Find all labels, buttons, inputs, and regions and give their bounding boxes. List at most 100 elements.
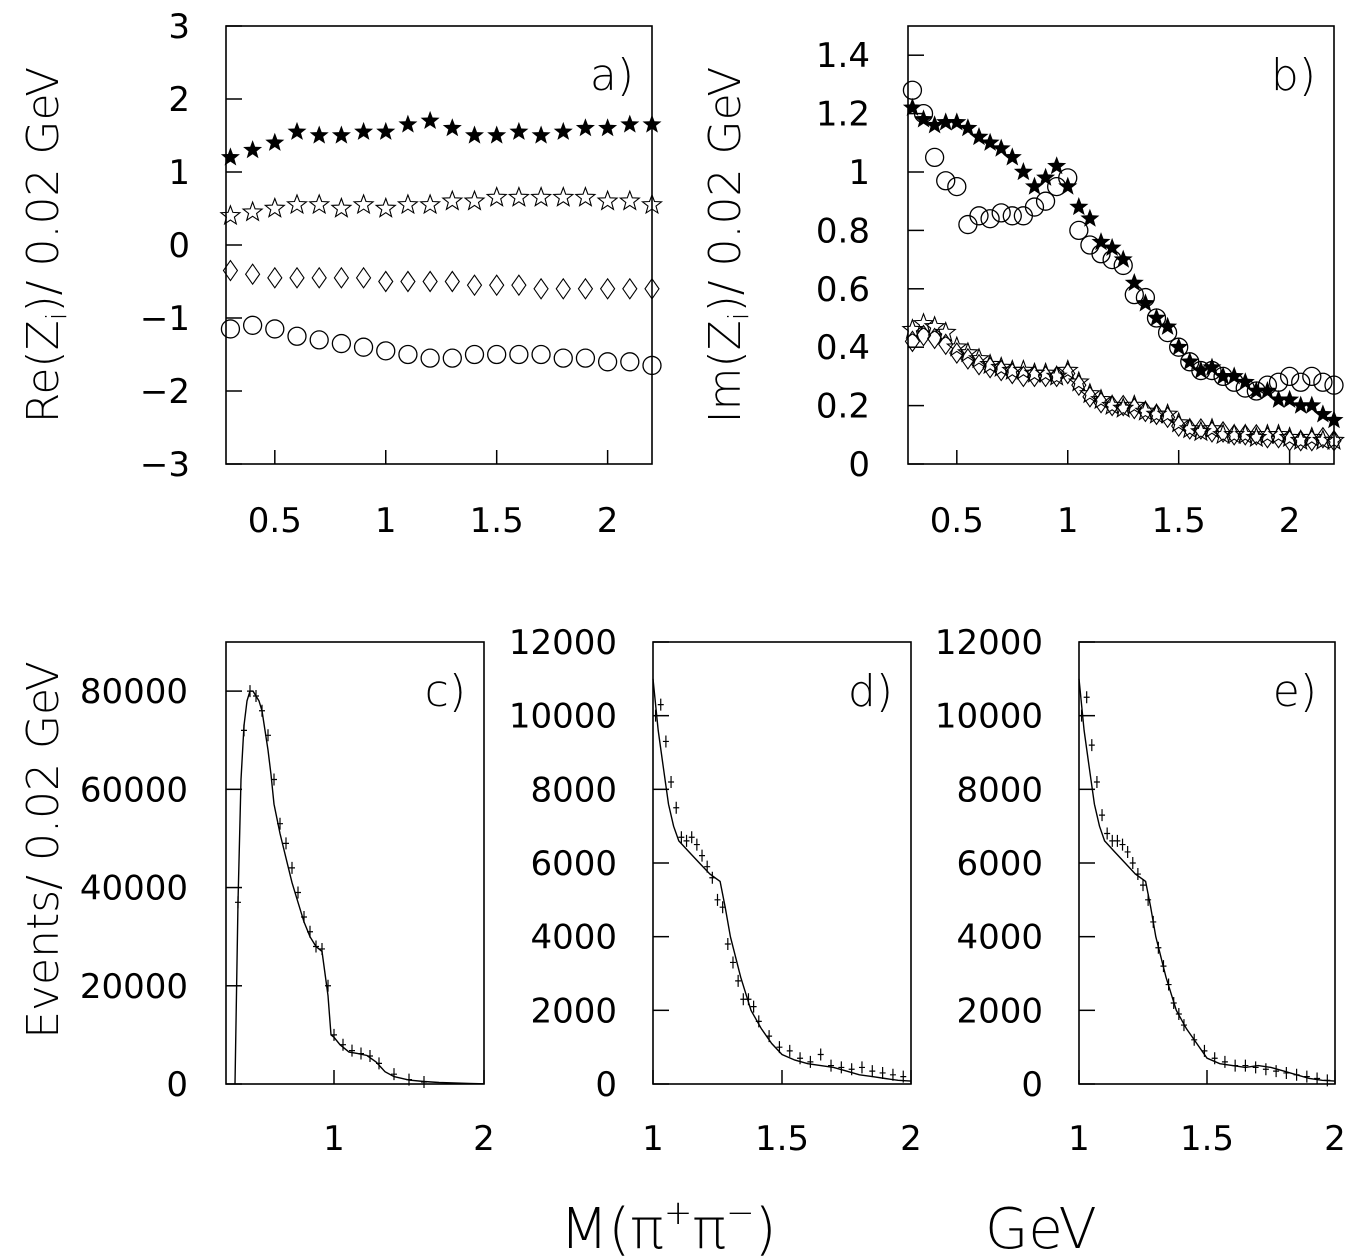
fit-curve (1078, 678, 1336, 1082)
x-tick-label: 1 (375, 501, 397, 541)
data-point (1082, 385, 1098, 408)
data-point (817, 1048, 824, 1061)
panel-tag: e) (1273, 666, 1317, 717)
data-point (1269, 389, 1288, 408)
data-point (1221, 1055, 1228, 1068)
data-point (398, 114, 418, 133)
data-point (301, 911, 307, 924)
data-point (1129, 857, 1136, 869)
data-point (1313, 404, 1333, 423)
data-point (889, 1068, 896, 1081)
data-point (1171, 415, 1187, 437)
data-point (1157, 322, 1178, 343)
data-point (960, 347, 976, 370)
panel-tag: a) (590, 50, 634, 101)
data-point (396, 193, 419, 215)
y-tick-label: 12000 (509, 623, 617, 663)
data-point (1101, 394, 1124, 415)
y-tick-label: 20000 (80, 967, 188, 1007)
y-tick-label: 1 (168, 153, 190, 193)
series-filled-star (220, 110, 662, 166)
data-point (1170, 996, 1177, 1009)
data-point (991, 203, 1011, 223)
data-point (1224, 372, 1244, 392)
data-point (289, 266, 305, 289)
data-point (1078, 709, 1085, 722)
data-point (1246, 381, 1266, 400)
series-filled-star (902, 97, 1344, 429)
data-point (904, 330, 921, 353)
data-point (699, 849, 706, 862)
x-tick-label: 2 (900, 1119, 922, 1159)
y-tick-label: 1 (848, 153, 870, 193)
y-label-events: Events/ 0.02 GeV (18, 661, 69, 1039)
data-point (599, 277, 616, 300)
data-point (1291, 395, 1311, 414)
y-tick-label: 8000 (956, 770, 1043, 810)
data-point (622, 277, 638, 300)
y-tick-label: 6000 (956, 844, 1043, 884)
data-point (1078, 382, 1101, 404)
data-point (289, 861, 295, 874)
data-point (1012, 359, 1035, 380)
data-point (945, 335, 968, 357)
data-point (1114, 834, 1121, 847)
data-point (220, 147, 240, 166)
data-point (555, 277, 571, 300)
x-tick-label: 2 (473, 1119, 495, 1159)
data-point (620, 352, 640, 372)
panel-tag: b) (1271, 50, 1316, 101)
data-point (1257, 381, 1277, 400)
x-tick-label: 2 (1279, 501, 1301, 541)
data-point (400, 270, 416, 293)
data-point (313, 940, 319, 953)
data-point (879, 1066, 886, 1079)
data-point (1113, 249, 1133, 268)
data-point (1202, 357, 1222, 376)
data-point (1167, 411, 1190, 433)
data-point (797, 1052, 804, 1065)
y-tick-label: 12000 (935, 623, 1043, 663)
plot-frame (907, 25, 1335, 465)
data-point (776, 1041, 783, 1054)
data-point (1113, 255, 1133, 276)
y-tick-label: 1.4 (816, 36, 870, 76)
y-tick-label: 0 (848, 445, 870, 485)
data-point (673, 801, 680, 814)
data-point (308, 193, 331, 215)
data-point (319, 942, 325, 955)
data-point (1273, 1065, 1280, 1078)
data-point (1147, 308, 1166, 327)
data-point (533, 277, 549, 300)
data-point (531, 344, 551, 365)
data-point (441, 189, 464, 211)
y-tick-label: 2000 (530, 991, 617, 1031)
data-point (709, 871, 716, 884)
data-point (1080, 235, 1100, 255)
data-point (376, 1057, 382, 1070)
data-point (1182, 418, 1198, 440)
data-point (376, 121, 396, 140)
data-point (1080, 208, 1100, 227)
data-point (1232, 1059, 1239, 1072)
data-point (259, 704, 265, 717)
data-point (1300, 426, 1323, 448)
data-point (735, 974, 742, 987)
data-point (1252, 1061, 1259, 1074)
data-point (1257, 375, 1278, 395)
data-point (1242, 1059, 1249, 1072)
data-point (1013, 162, 1033, 181)
data-point (355, 266, 372, 289)
data-point (969, 206, 989, 226)
data-point (1262, 1063, 1269, 1076)
data-point (1146, 308, 1167, 328)
data-point (786, 1044, 793, 1057)
y-tick-label: 10000 (509, 697, 617, 737)
data-point (982, 356, 998, 379)
data-point (349, 1044, 355, 1057)
data-point (1155, 941, 1162, 954)
x-tick-label: 2 (597, 501, 619, 541)
data-point (1313, 372, 1333, 392)
data-point (958, 214, 978, 235)
data-point (1268, 372, 1289, 392)
